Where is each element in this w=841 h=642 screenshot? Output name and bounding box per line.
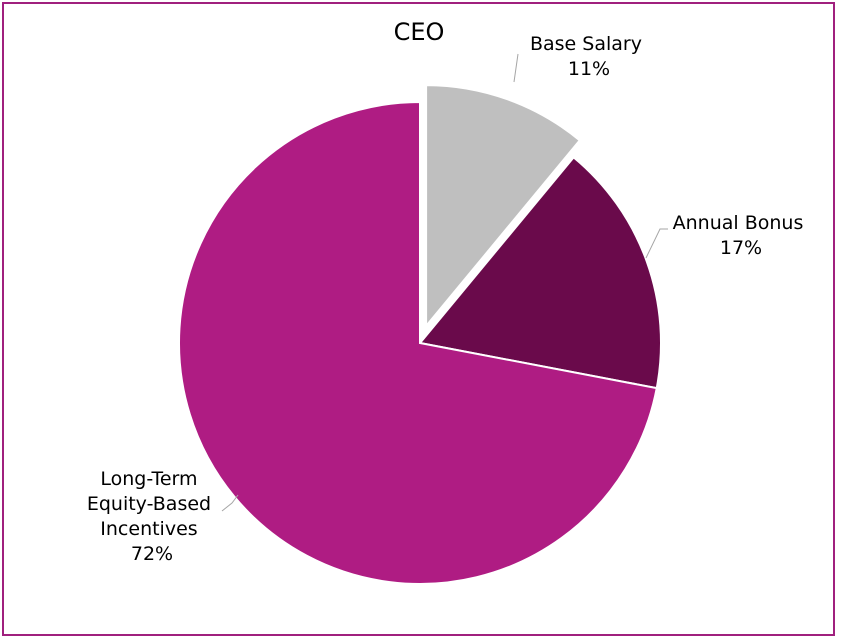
- leader-line-annual-bonus: [645, 228, 668, 259]
- leader-line-base-salary: [513, 53, 519, 83]
- pie-slice-annual-bonus: [418, 155, 662, 390]
- chart-title: CEO: [394, 18, 445, 46]
- leader-line-long-term-incentives: [221, 494, 239, 512]
- data-label-long-term-incentives: Long-Term Equity-Based Incentives 72%: [87, 468, 217, 565]
- pie-slice-base-salary: [425, 84, 582, 329]
- data-label-annual-bonus: Annual Bonus 17%: [673, 212, 810, 259]
- data-label-base-salary: Base Salary 11%: [530, 33, 648, 80]
- pie-slice-long-term-incentives: [178, 100, 658, 585]
